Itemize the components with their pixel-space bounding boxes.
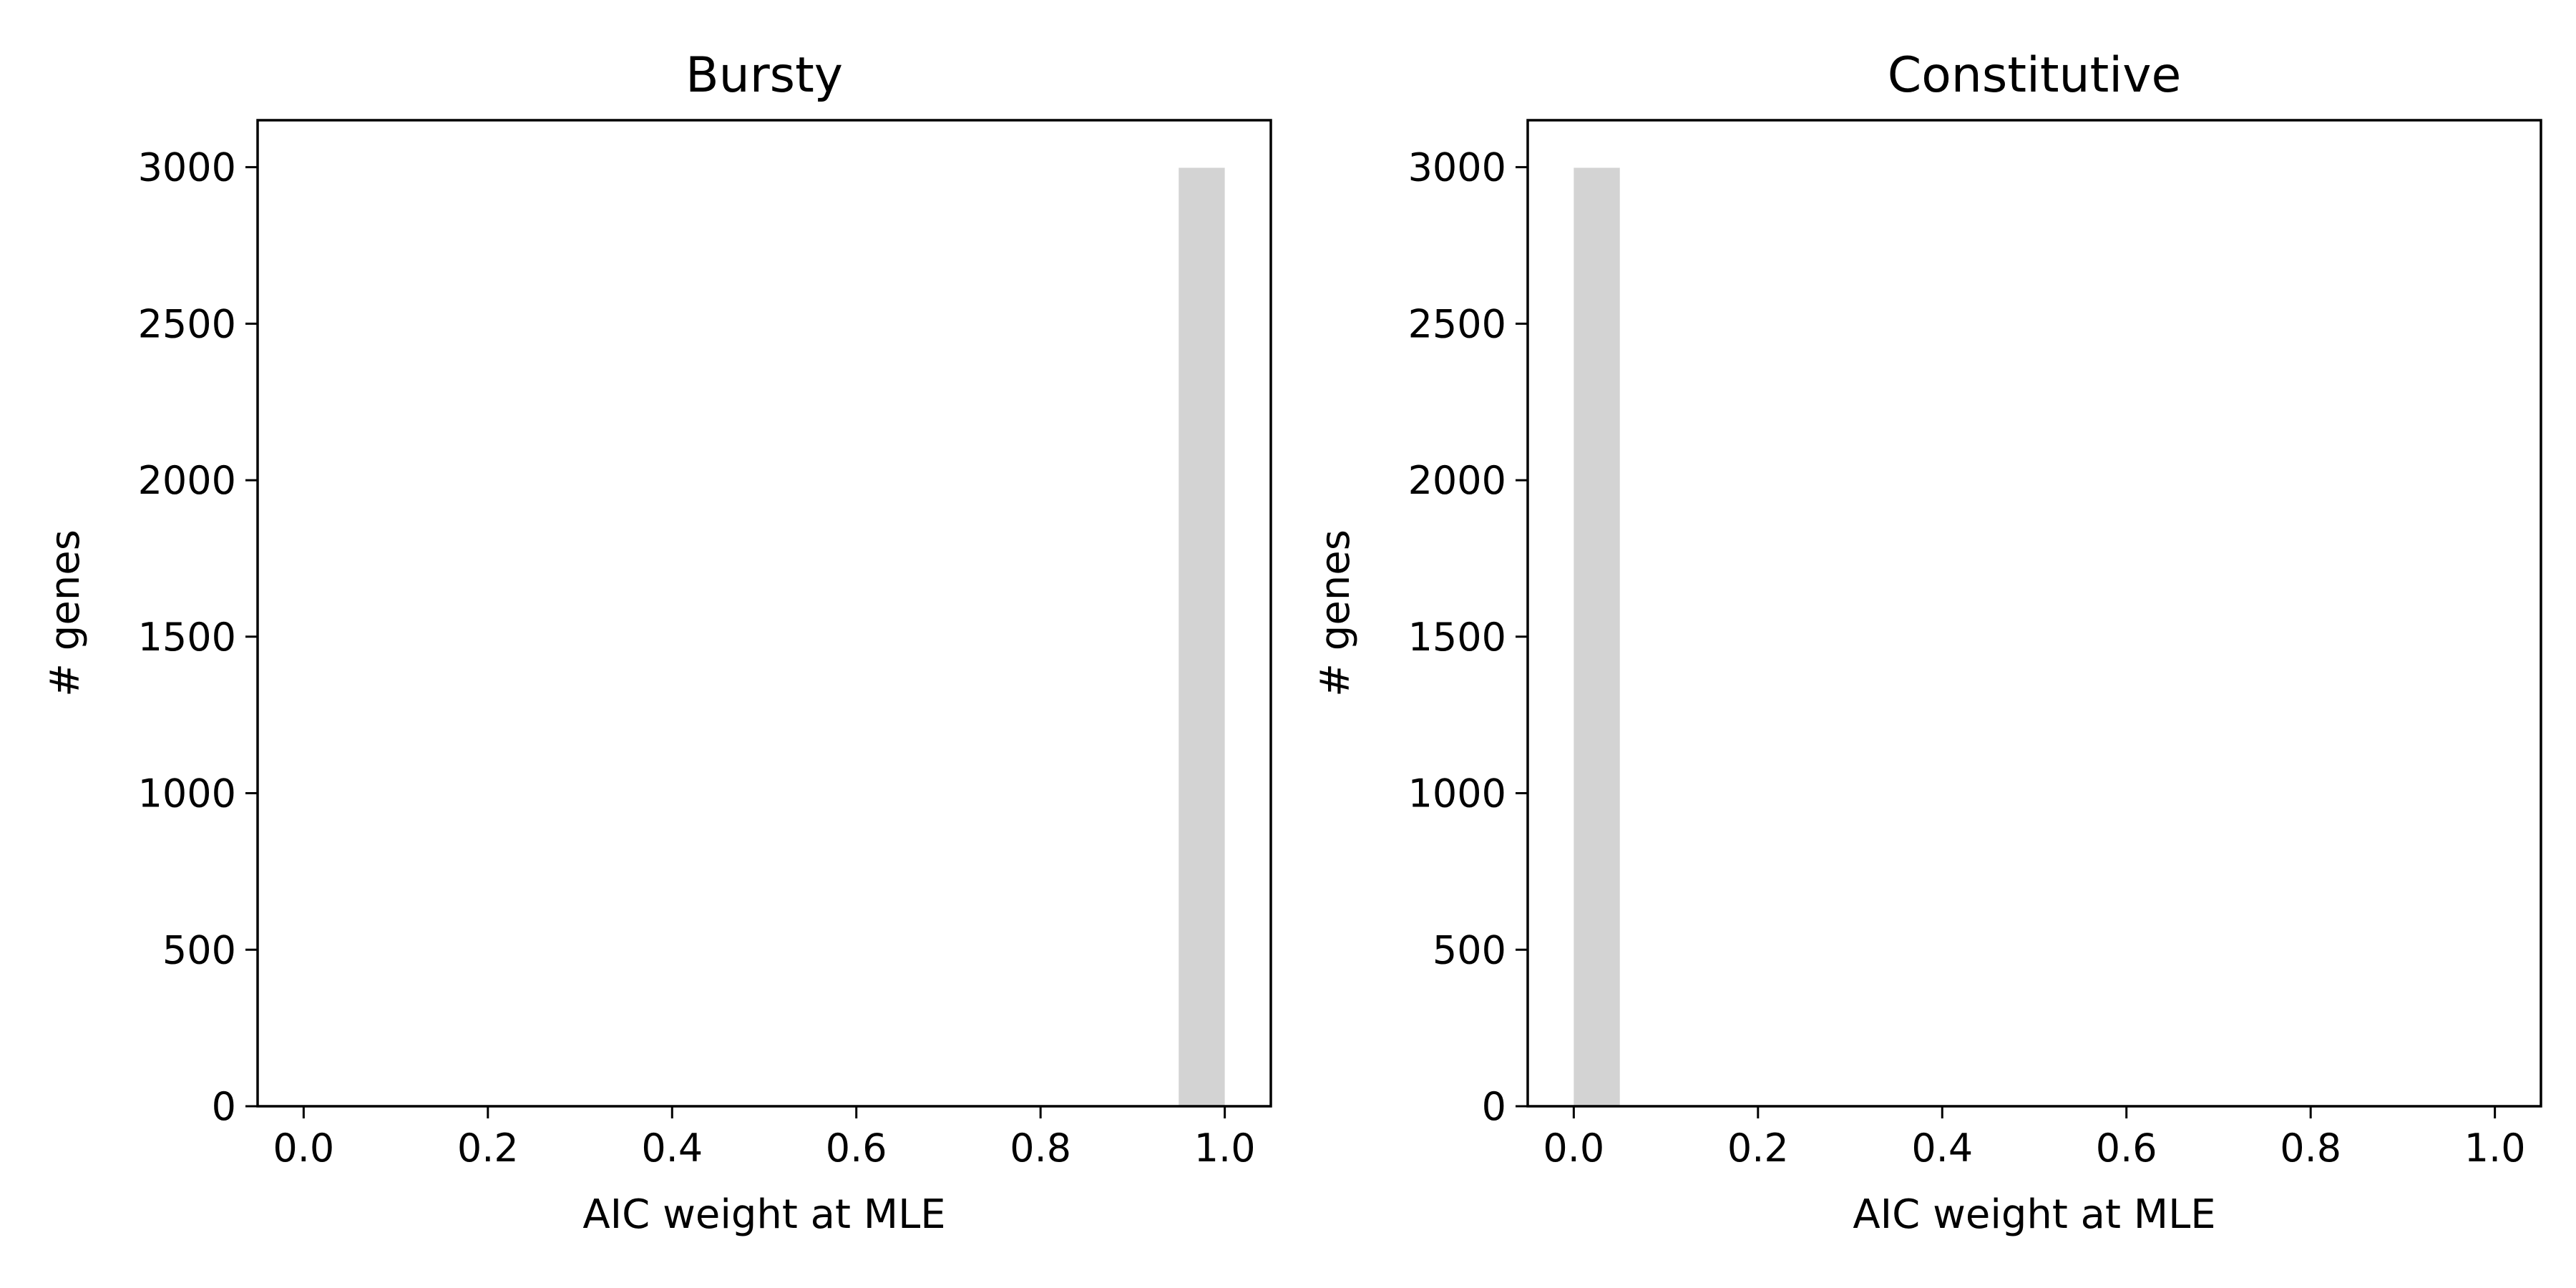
- y-ticks-group: 0 500 1000 1500 2000 2500 3000: [138, 145, 258, 1129]
- y-tick-label: 2000: [138, 458, 236, 503]
- x-ticks-group: 0.0 0.2 0.4 0.6 0.8 1.0: [1543, 1106, 2526, 1171]
- y-tick-label: 3000: [1408, 145, 1506, 190]
- y-tick-label: 0: [1482, 1084, 1506, 1129]
- plot-frame: [1526, 119, 2542, 1108]
- y-tick-label: 0: [212, 1084, 236, 1129]
- x-tick-label: 1.0: [1194, 1126, 1256, 1171]
- y-tick-label: 1500: [138, 615, 236, 660]
- x-tick-label: 0.8: [1010, 1126, 1071, 1171]
- x-tick-label: 1.0: [2464, 1126, 2526, 1171]
- y-ticks-group: 0 500 1000 1500 2000 2500 3000: [1408, 145, 1528, 1129]
- x-tick-label: 0.2: [1727, 1126, 1789, 1171]
- histogram-bar: [1179, 167, 1225, 1106]
- chart-title: Constitutive: [1888, 47, 2182, 104]
- x-tick-label: 0.0: [1543, 1126, 1604, 1171]
- y-tick-label: 1000: [1408, 771, 1506, 816]
- histogram-bar: [1574, 167, 1620, 1106]
- x-tick-label: 0.6: [826, 1126, 887, 1171]
- panel-constitutive: 0.0 0.2 0.4 0.6 0.8 1.0 0 500 1000 1500 2000 2500 3…: [1312, 47, 2542, 1238]
- y-tick-label: 500: [162, 927, 236, 972]
- x-tick-label: 0.2: [457, 1126, 519, 1171]
- x-tick-label: 0.6: [2096, 1126, 2157, 1171]
- x-tick-label: 0.4: [1911, 1126, 1973, 1171]
- y-tick-label: 2500: [138, 301, 236, 346]
- bars-group: [1574, 167, 2495, 1106]
- chart-title: Bursty: [686, 47, 843, 104]
- x-tick-label: 0.0: [273, 1126, 334, 1171]
- y-tick-label: 2500: [1408, 301, 1506, 346]
- x-axis-label: AIC weight at MLE: [582, 1191, 945, 1238]
- x-axis-label: AIC weight at MLE: [1853, 1191, 2215, 1238]
- y-axis-label: # genes: [1312, 530, 1359, 697]
- panel-bursty: 0.0 0.2 0.4 0.6 0.8 1.0 0 500 1000 1500 2000 2500 3…: [42, 47, 1272, 1238]
- y-tick-label: 2000: [1408, 458, 1506, 503]
- y-axis-label: # genes: [42, 530, 89, 697]
- y-tick-label: 500: [1433, 927, 1506, 972]
- y-tick-label: 1000: [138, 771, 236, 816]
- x-ticks-group: 0.0 0.2 0.4 0.6 0.8 1.0: [273, 1106, 1256, 1171]
- x-tick-label: 0.8: [2280, 1126, 2341, 1171]
- y-tick-label: 3000: [138, 145, 236, 190]
- y-tick-label: 1500: [1408, 615, 1506, 660]
- plot-frame: [256, 119, 1272, 1108]
- x-tick-label: 0.4: [641, 1126, 703, 1171]
- bars-group: [303, 167, 1225, 1106]
